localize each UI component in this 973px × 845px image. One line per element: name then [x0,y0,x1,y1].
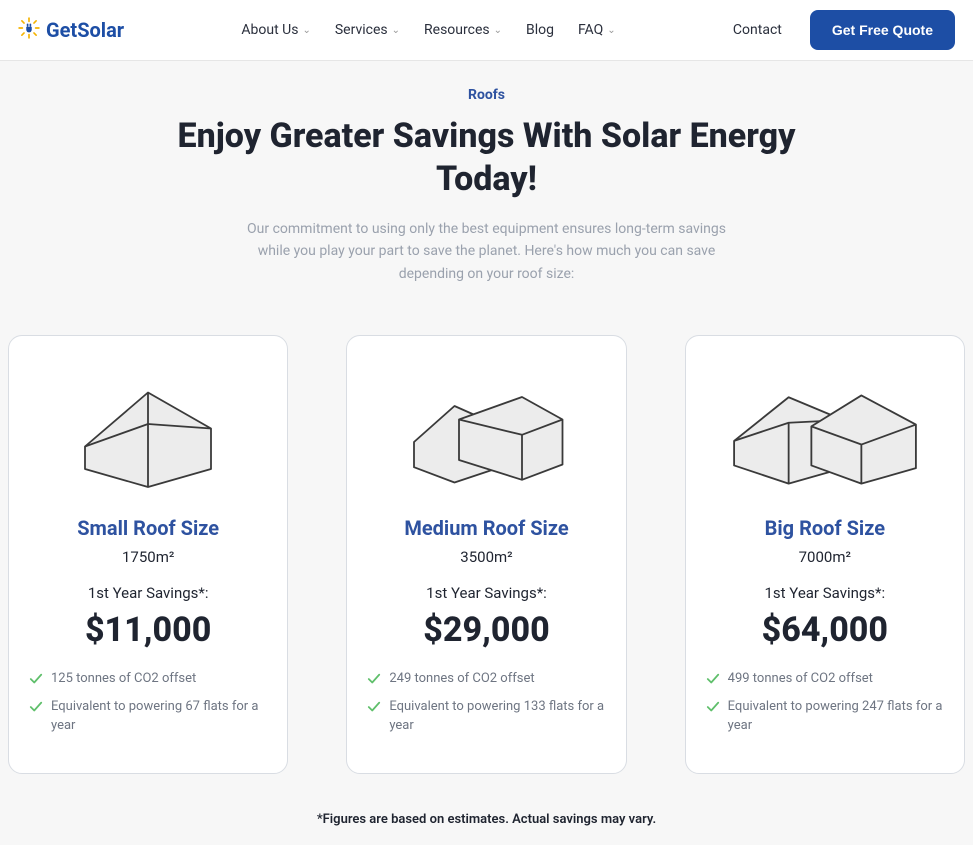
bullet-text: Equivalent to powering 247 flats for a y… [728,698,944,734]
card-savings-label: 1st Year Savings*: [367,584,605,602]
nav-item-services[interactable]: Services ⌄ [335,22,400,38]
card-title: Big Roof Size [706,516,944,540]
chevron-down-icon: ⌄ [607,25,615,36]
bullet-text: 125 tonnes of CO2 offset [51,670,196,688]
roof-cards: Small Roof Size 1750m² 1st Year Savings*… [0,315,973,804]
nav-label: FAQ [578,22,603,38]
card-savings-amount: $64,000 [706,610,944,650]
hero-section: Roofs Enjoy Greater Savings With Solar E… [0,61,973,315]
nav-item-resources[interactable]: Resources ⌄ [424,22,502,38]
bullet-text: 499 tonnes of CO2 offset [728,670,873,688]
card-savings-amount: $29,000 [367,610,605,650]
card-medium-roof: Medium Roof Size 3500m² 1st Year Savings… [346,335,626,774]
card-area: 1750m² [29,548,267,566]
card-bullets: 249 tonnes of CO2 offset Equivalent to p… [367,670,605,735]
bullet-item: 249 tonnes of CO2 offset [367,670,605,688]
contact-link[interactable]: Contact [733,22,782,38]
card-savings-amount: $11,000 [29,610,267,650]
footnote: *Figures are based on estimates. Actual … [0,804,973,845]
bullet-text: 249 tonnes of CO2 offset [389,670,534,688]
bullet-item: Equivalent to powering 133 flats for a y… [367,698,605,734]
roof-illustration-big [706,358,944,508]
card-big-roof: Big Roof Size 7000m² 1st Year Savings*: … [685,335,965,774]
bullet-item: Equivalent to powering 67 flats for a ye… [29,698,267,734]
chevron-down-icon: ⌄ [392,25,400,36]
site-header: GetSolar About Us ⌄ Services ⌄ Resources… [0,0,973,61]
bullet-item: Equivalent to powering 247 flats for a y… [706,698,944,734]
bullet-text: Equivalent to powering 133 flats for a y… [389,698,605,734]
bullet-item: 125 tonnes of CO2 offset [29,670,267,688]
check-icon [29,700,43,714]
card-savings-label: 1st Year Savings*: [29,584,267,602]
hero-eyebrow: Roofs [20,87,953,103]
check-icon [367,700,381,714]
hero-subhead: Our commitment to using only the best eq… [247,218,727,285]
nav-item-faq[interactable]: FAQ ⌄ [578,22,616,38]
card-title: Medium Roof Size [367,516,605,540]
header-right: Contact Get Free Quote [733,10,955,50]
brand-name: GetSolar [46,18,124,42]
card-area: 3500m² [367,548,605,566]
main-nav: About Us ⌄ Services ⌄ Resources ⌄ Blog F… [241,22,615,38]
chevron-down-icon: ⌄ [302,25,310,36]
card-small-roof: Small Roof Size 1750m² 1st Year Savings*… [8,335,288,774]
nav-label: Resources [424,22,490,38]
nav-label: Services [335,22,388,38]
card-savings-label: 1st Year Savings*: [706,584,944,602]
nav-label: Blog [526,22,554,38]
bullet-text: Equivalent to powering 67 flats for a ye… [51,698,267,734]
check-icon [706,672,720,686]
nav-item-blog[interactable]: Blog [526,22,554,38]
card-title: Small Roof Size [29,516,267,540]
roof-illustration-small [29,358,267,508]
check-icon [29,672,43,686]
nav-item-about-us[interactable]: About Us ⌄ [241,22,310,38]
get-free-quote-button[interactable]: Get Free Quote [810,10,955,50]
card-bullets: 499 tonnes of CO2 offset Equivalent to p… [706,670,944,735]
card-bullets: 125 tonnes of CO2 offset Equivalent to p… [29,670,267,735]
chevron-down-icon: ⌄ [494,25,502,36]
nav-label: About Us [241,22,298,38]
sun-plug-icon [18,17,40,44]
bullet-item: 499 tonnes of CO2 offset [706,670,944,688]
brand-logo[interactable]: GetSolar [18,17,124,44]
card-area: 7000m² [706,548,944,566]
roof-illustration-medium [367,358,605,508]
check-icon [367,672,381,686]
hero-headline: Enjoy Greater Savings With Solar Energy … [167,115,807,200]
check-icon [706,700,720,714]
